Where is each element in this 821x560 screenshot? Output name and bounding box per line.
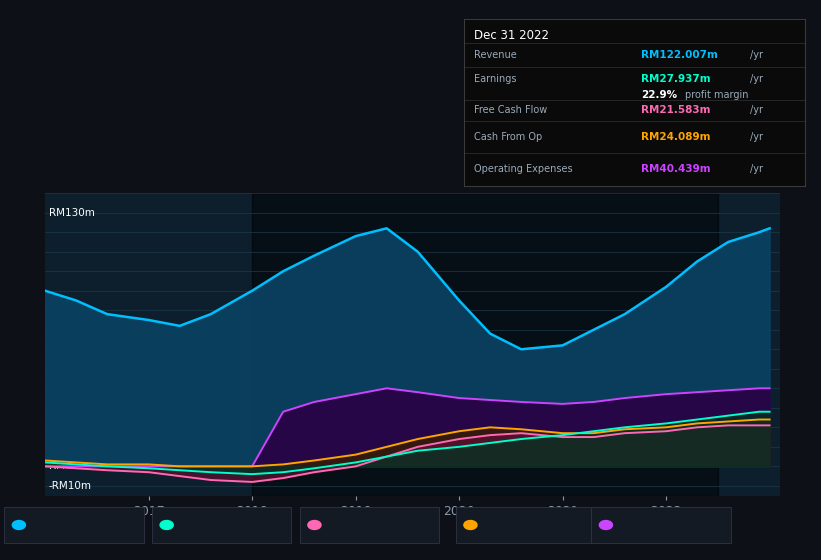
Text: Cash From Op: Cash From Op xyxy=(483,520,556,530)
Text: Free Cash Flow: Free Cash Flow xyxy=(327,520,405,530)
Text: /yr: /yr xyxy=(750,132,763,142)
Text: Dec 31 2022: Dec 31 2022 xyxy=(474,29,549,42)
Text: profit margin: profit margin xyxy=(686,90,749,100)
Text: Operating Expenses: Operating Expenses xyxy=(474,164,573,174)
Text: Free Cash Flow: Free Cash Flow xyxy=(474,105,548,115)
Text: Earnings: Earnings xyxy=(179,520,224,530)
Text: RM130m: RM130m xyxy=(48,208,94,218)
Text: RM27.937m: RM27.937m xyxy=(641,74,711,84)
Text: -RM10m: -RM10m xyxy=(48,481,92,491)
Text: Operating Expenses: Operating Expenses xyxy=(618,520,723,530)
Text: RM21.583m: RM21.583m xyxy=(641,105,710,115)
Text: RM122.007m: RM122.007m xyxy=(641,50,718,60)
Text: RM24.089m: RM24.089m xyxy=(641,132,710,142)
Text: /yr: /yr xyxy=(750,74,763,84)
Text: RM0: RM0 xyxy=(48,461,71,472)
Text: /yr: /yr xyxy=(750,105,763,115)
Text: Cash From Op: Cash From Op xyxy=(474,132,543,142)
Text: Earnings: Earnings xyxy=(474,74,516,84)
Text: /yr: /yr xyxy=(750,50,763,60)
Text: /yr: /yr xyxy=(750,164,763,174)
Text: 22.9%: 22.9% xyxy=(641,90,677,100)
Text: Revenue: Revenue xyxy=(31,520,76,530)
Bar xyxy=(252,193,718,496)
Text: RM40.439m: RM40.439m xyxy=(641,164,711,174)
Text: Revenue: Revenue xyxy=(474,50,517,60)
